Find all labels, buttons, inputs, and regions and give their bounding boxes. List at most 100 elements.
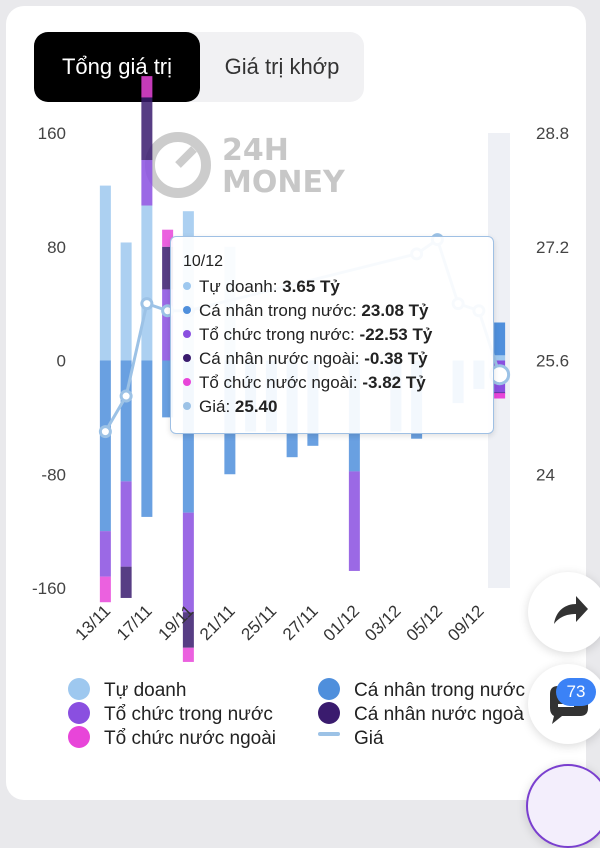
legend-item[interactable]: Tự doanh (68, 678, 187, 702)
legend-swatch (318, 731, 340, 736)
tooltip-label: Cá nhân nước ngoài: (199, 349, 365, 368)
price-point (98, 425, 112, 439)
tooltip-label: Tổ chức trong nước: (199, 325, 360, 344)
y-right-tick: 27.2 (536, 238, 569, 257)
y-axis-left: 160 80 0 -80 -160 (32, 124, 66, 598)
bar-segment (494, 355, 506, 361)
x-tick-label: 03/12 (361, 601, 405, 645)
tooltip-dot (183, 377, 191, 386)
bar-segment (494, 322, 506, 356)
y-left-tick: 160 (38, 124, 66, 143)
bar-segment (120, 360, 132, 482)
legend-item[interactable]: Cá nhân trong nước (318, 678, 525, 702)
chat-badge: 73 (556, 678, 596, 706)
bar-segment (99, 531, 111, 577)
legend-item[interactable]: Tổ chức nước ngoài (68, 726, 277, 750)
tooltip-label: Tự doanh: (199, 277, 283, 296)
y-left-tick: -160 (32, 579, 66, 598)
x-tick-label: 13/11 (72, 601, 115, 644)
bar-segment (120, 242, 132, 361)
tab-matched-value[interactable]: Giá trị khớp (224, 54, 340, 79)
tooltip-row: Cá nhân trong nước: 23.08 Tỷ (183, 301, 429, 321)
bar-segment (141, 97, 153, 161)
legend-swatch (68, 678, 90, 700)
legend-swatch (68, 726, 90, 748)
bar-segment (182, 647, 194, 662)
x-tick-label: 21/11 (196, 601, 239, 644)
bar-segment (141, 160, 153, 206)
watermark-logo: 24H MONEY (145, 132, 346, 200)
bar-segment (162, 360, 174, 418)
legend-label: Giá (354, 728, 384, 749)
legend-item[interactable]: Cá nhân nước ngoà (318, 702, 524, 726)
legend-swatch (318, 678, 340, 700)
legend-swatch (68, 702, 90, 724)
tooltip-value: 3.65 Tỷ (282, 277, 340, 296)
bar-segment (494, 392, 506, 394)
chart-tooltip: 10/12 Tự doanh: 3.65 Tỷ Cá nhân trong nướ… (170, 236, 494, 434)
tab-total-value[interactable]: Tổng giá trị (34, 32, 200, 102)
tooltip-row: Tổ chức trong nước: -22.53 Tỷ (183, 325, 432, 345)
bar-segment (99, 576, 111, 603)
tooltip-dot (183, 401, 191, 410)
legend-swatch (318, 702, 340, 724)
y-left-tick: 0 (57, 352, 66, 371)
bar-segment (120, 481, 132, 567)
watermark-line2: MONEY (222, 165, 346, 200)
y-left-tick: -80 (41, 465, 66, 484)
tooltip-label: Tổ chức nước ngoài: (199, 373, 363, 392)
bar-segment (182, 512, 194, 613)
y-right-tick: 24 (536, 465, 555, 484)
legend-label: Tổ chức nước ngoài (104, 728, 277, 750)
bar-segment (162, 289, 174, 361)
y-right-tick: 28.8 (536, 124, 569, 143)
x-tick-label: 01/12 (320, 601, 364, 645)
tooltip-value: -22.53 Tỷ (359, 325, 433, 344)
bar-segment (182, 612, 194, 648)
legend-item[interactable]: Giá (318, 728, 384, 750)
bar-segment (162, 229, 174, 247)
bar-segment (120, 566, 132, 598)
price-point (119, 389, 133, 403)
bar-segment (99, 360, 111, 532)
x-tick-label: 25/11 (238, 601, 281, 644)
share-button[interactable] (528, 572, 600, 652)
tooltip-row: Cá nhân nước ngoài: -0.38 Tỷ (183, 349, 428, 369)
price-point (140, 297, 154, 311)
bar-segment (348, 471, 360, 571)
bar-segment (141, 76, 153, 98)
tooltip-row: Tự doanh: 3.65 Tỷ (183, 277, 340, 297)
x-tick-label: 17/11 (113, 601, 156, 644)
tooltip-value: 25.40 (234, 397, 278, 416)
tooltip-date: 10/12 (183, 253, 224, 270)
bar-segment (141, 205, 153, 361)
legend-label: Tự doanh (104, 680, 187, 702)
bar-segment (162, 246, 174, 290)
bottom-fab[interactable] (526, 764, 600, 848)
bar-segment (182, 360, 194, 513)
y-left-tick: 80 (47, 238, 66, 257)
legend-item[interactable]: Tổ chức trong nước (68, 702, 273, 726)
tooltip-value: -0.38 Tỷ (364, 349, 428, 368)
x-tick-label: 09/12 (444, 601, 488, 645)
x-axis: 13/1117/1119/1121/1125/1127/1101/1203/12… (72, 601, 488, 645)
legend-label: Tổ chức trong nước (104, 704, 273, 726)
watermark-line1: 24H (222, 133, 289, 168)
tooltip-dot (183, 305, 191, 314)
legend-label: Cá nhân trong nước (354, 680, 525, 702)
tab-switcher: Tổng giá trị Giá trị khớp (34, 32, 364, 102)
bar-segment (99, 185, 111, 361)
bar-segment (141, 360, 153, 517)
bar-segment (494, 393, 506, 399)
tooltip-label: Cá nhân trong nước: (199, 301, 362, 320)
x-tick-label: 27/11 (279, 601, 322, 644)
tooltip-dot (183, 353, 191, 362)
tooltip-dot (183, 281, 191, 290)
tooltip-value: -3.82 Tỷ (362, 373, 426, 392)
share-icon (554, 596, 588, 624)
x-tick-label: 05/12 (403, 601, 447, 645)
y-axis-right: 28.8 27.2 25.6 24 (536, 124, 569, 484)
tooltip-label: Giá: (199, 397, 235, 416)
tooltip-dot (183, 329, 191, 338)
y-right-tick: 25.6 (536, 352, 569, 371)
